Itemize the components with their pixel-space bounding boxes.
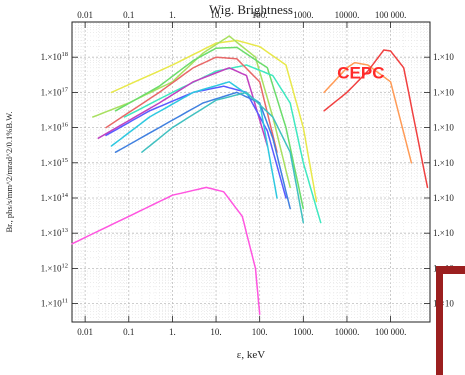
y-tick-label: 1.×1014 bbox=[41, 192, 69, 203]
x-tick-label-top: 1. bbox=[169, 10, 176, 20]
series-line-13 bbox=[71, 186, 261, 315]
y-tick-label: 1.×1013 bbox=[41, 227, 68, 238]
y-tick-label: 1.×1016 bbox=[41, 122, 69, 133]
series-line-5 bbox=[114, 46, 305, 210]
x-tick-label-top: 10000. bbox=[335, 10, 360, 20]
chart-title: Wig. Brightness bbox=[209, 2, 293, 17]
x-tick-label: 10. bbox=[210, 327, 221, 337]
y-tick-label-right: 1.×10 bbox=[433, 193, 454, 203]
y-tick-label-right: 1.×10 bbox=[433, 228, 454, 238]
grid-layer bbox=[71, 21, 431, 323]
y-tick-label: 1.×1017 bbox=[41, 86, 69, 97]
y-tick-label: 1.×1012 bbox=[41, 262, 68, 273]
series-line-2 bbox=[323, 49, 429, 189]
x-tick-label: 1. bbox=[169, 327, 176, 337]
x-tick-label: 0.01 bbox=[77, 327, 93, 337]
y-tick-label: 1.×1011 bbox=[41, 298, 68, 309]
x-tick-label: 0.1 bbox=[123, 327, 134, 337]
y-tick-label-right: 1.×10 bbox=[433, 87, 454, 97]
x-tick-label: 100 000. bbox=[375, 327, 407, 337]
cepc-annotation: CEPC bbox=[337, 63, 384, 82]
x-tick-label: 1000. bbox=[293, 327, 313, 337]
series-line-1 bbox=[323, 61, 413, 164]
series-line-8 bbox=[97, 67, 269, 147]
y-tick-label-right: 1.×10 bbox=[433, 299, 454, 309]
x-tick-label-top: 0.01 bbox=[77, 10, 93, 20]
x-tick-label-top: 10. bbox=[210, 10, 221, 20]
series-line-10 bbox=[110, 81, 278, 199]
series-layer bbox=[71, 35, 429, 315]
x-tick-label: 100. bbox=[252, 327, 268, 337]
series-line-7 bbox=[105, 56, 278, 153]
x-tick-label-top: 1000. bbox=[293, 10, 313, 20]
x-axis-label: ε, keV bbox=[237, 349, 266, 361]
series-line-6 bbox=[123, 64, 322, 224]
y-axis-label: Br., phs/s/mm^2/mrad^2/0.1%B.W. bbox=[4, 111, 14, 232]
series-line-9 bbox=[105, 85, 287, 199]
series-line-12 bbox=[141, 91, 305, 224]
bracket-top bbox=[436, 266, 465, 274]
series-line-3 bbox=[110, 39, 318, 203]
x-tick-label: 10000. bbox=[335, 327, 360, 337]
cepc-bracket bbox=[436, 266, 465, 375]
bracket-side bbox=[436, 266, 443, 375]
y-tick-label-right: 1.×10 bbox=[433, 52, 454, 62]
y-tick-label: 1.×1018 bbox=[41, 51, 68, 62]
y-tick-label: 1.×1015 bbox=[41, 157, 68, 168]
series-line-11 bbox=[114, 91, 291, 210]
plot-frame bbox=[71, 21, 431, 323]
x-tick-label-top: 0.1 bbox=[123, 10, 134, 20]
x-tick-label-top: 100. bbox=[252, 10, 268, 20]
y-tick-label-right: 1.×10 bbox=[433, 158, 454, 168]
y-tick-label-right: 1.×10 bbox=[433, 123, 454, 133]
x-tick-label-top: 100 000. bbox=[375, 10, 407, 20]
